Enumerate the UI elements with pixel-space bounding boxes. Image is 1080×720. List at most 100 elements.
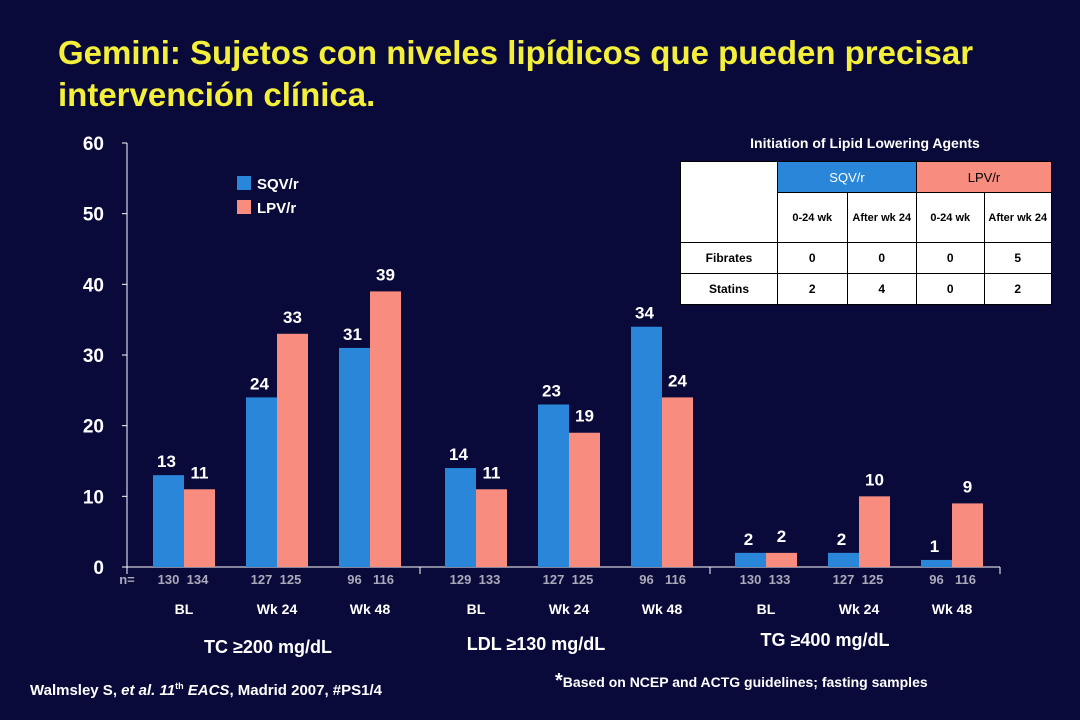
citation-pre: 11 <box>155 682 176 699</box>
bar-sqv <box>631 326 662 567</box>
data-label: 39 <box>376 265 395 284</box>
legend-swatch <box>237 200 251 214</box>
table-cell: 5 <box>983 242 1052 274</box>
x-tick-label: Wk 24 <box>839 601 880 617</box>
data-label: 2 <box>837 530 846 549</box>
bar-lpv <box>662 397 693 567</box>
n-count: 96 <box>639 572 653 587</box>
n-count: 116 <box>665 572 686 587</box>
lipid-table-title: Initiation of Lipid Lowering Agents <box>750 135 980 151</box>
n-count: 134 <box>187 572 209 587</box>
n-count: 129 <box>450 572 472 587</box>
table-cell: 0 <box>916 242 985 274</box>
citation-etal: et al. <box>121 682 156 699</box>
x-tick-label: Wk 24 <box>549 601 590 617</box>
n-count: 96 <box>347 572 361 587</box>
table-cell: 0 <box>846 242 917 274</box>
x-tick-label: Wk 48 <box>932 601 973 617</box>
citation-rest: , Madrid 2007, #PS1/4 <box>229 682 383 699</box>
table-cell: 0 <box>777 242 848 274</box>
bar-sqv <box>246 397 277 567</box>
footnote-text: Based on NCEP and ACTG guidelines; fasti… <box>562 674 928 690</box>
bar-lpv <box>277 333 308 567</box>
sub-header: After wk 24 <box>846 192 917 243</box>
n-count: 116 <box>955 572 976 587</box>
group-label: TG ≥400 mg/dL <box>761 630 890 650</box>
y-tick-label: 30 <box>83 346 104 367</box>
y-tick-label: 50 <box>83 205 104 226</box>
x-tick-label: Wk 48 <box>642 601 683 617</box>
data-label: 33 <box>283 308 302 327</box>
n-count: 133 <box>479 572 501 587</box>
n-count: 130 <box>740 572 762 587</box>
x-tick-label: Wk 48 <box>350 601 391 617</box>
bar-lpv <box>184 489 215 567</box>
legend-label: SQV/r <box>257 176 299 193</box>
data-label: 13 <box>157 452 176 471</box>
citation-sup: th <box>175 681 184 691</box>
bar-sqv <box>339 347 370 567</box>
group-label: TC ≥200 mg/dL <box>204 637 332 657</box>
data-label: 24 <box>250 374 269 393</box>
bar-sqv <box>735 552 766 567</box>
data-label: 9 <box>963 477 972 496</box>
data-label: 34 <box>635 304 654 323</box>
n-count: 125 <box>862 572 884 587</box>
bar-lpv <box>952 503 983 567</box>
lipid-agents-table: SQV/r LPV/r 0-24 wk After wk 24 0-24 wk … <box>680 161 1052 305</box>
bar-sqv <box>538 404 569 567</box>
x-tick-label: BL <box>175 601 194 617</box>
data-label: 19 <box>575 407 594 426</box>
sub-header: 0-24 wk <box>916 192 985 243</box>
n-prefix: n= <box>119 572 135 587</box>
n-count: 127 <box>251 572 273 587</box>
data-label: 31 <box>343 325 362 344</box>
bar-sqv <box>921 559 952 567</box>
data-label: 14 <box>449 445 468 464</box>
x-tick-label: BL <box>757 601 776 617</box>
row-label: Fibrates <box>680 242 778 274</box>
y-tick-label: 20 <box>83 417 104 438</box>
col-group-lpv: LPV/r <box>916 161 1052 193</box>
y-tick-label: 10 <box>83 487 104 508</box>
bar-lpv <box>569 432 600 567</box>
table-corner-cell <box>680 161 778 243</box>
table-cell: 2 <box>777 273 848 305</box>
data-label: 11 <box>191 463 209 482</box>
n-count: 125 <box>280 572 302 587</box>
table-cell: 0 <box>916 273 985 305</box>
n-count: 116 <box>373 572 394 587</box>
citation-author: Walmsley S, <box>30 682 122 699</box>
sub-header: After wk 24 <box>983 192 1052 243</box>
data-label: 2 <box>744 530 753 549</box>
x-tick-label: BL <box>467 601 486 617</box>
bar-lpv <box>859 496 890 567</box>
n-count: 127 <box>833 572 855 587</box>
group-label: LDL ≥130 mg/dL <box>467 634 606 654</box>
y-tick-label: 60 <box>83 134 104 155</box>
footnote-star: * <box>555 670 563 692</box>
table-row: Fibrates 0 0 0 5 <box>680 242 1052 274</box>
legend-label: LPV/r <box>257 200 296 217</box>
data-label: 23 <box>542 381 561 400</box>
bar-sqv <box>153 475 184 567</box>
y-tick-label: 40 <box>83 275 104 296</box>
n-count: 127 <box>543 572 565 587</box>
bar-lpv <box>476 489 507 567</box>
data-label: 1 <box>930 537 939 556</box>
legend-swatch <box>237 176 251 190</box>
bar-sqv <box>828 552 859 567</box>
bar-sqv <box>445 468 476 567</box>
page-title: Gemini: Sujetos con niveles lipídicos qu… <box>58 34 974 113</box>
table-row: Statins 2 4 0 2 <box>680 273 1052 305</box>
data-label: 11 <box>483 463 501 482</box>
row-label: Statins <box>680 273 778 305</box>
sub-header: 0-24 wk <box>777 192 848 243</box>
bar-lpv <box>370 291 401 567</box>
citation: Walmsley S, et al. 11th EACS, Madrid 200… <box>30 681 382 699</box>
n-count: 96 <box>929 572 943 587</box>
x-tick-label: Wk 24 <box>257 601 298 617</box>
footnote: *Based on NCEP and ACTG guidelines; fast… <box>555 670 928 693</box>
n-count: 133 <box>769 572 791 587</box>
